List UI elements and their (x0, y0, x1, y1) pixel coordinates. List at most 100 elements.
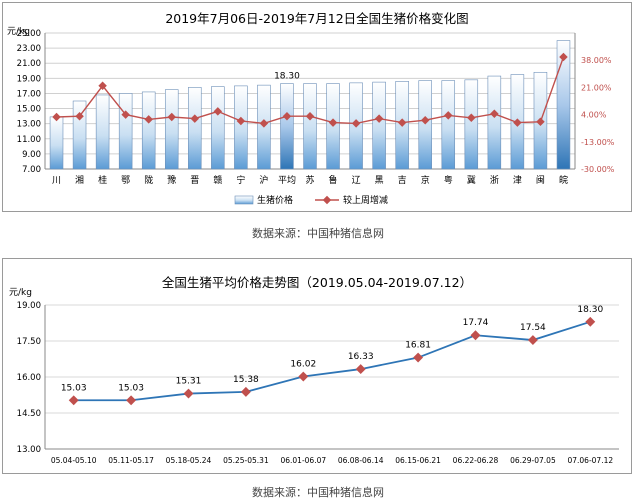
price-bar (188, 87, 202, 170)
price-bar (441, 80, 456, 170)
data-label: 15.31 (176, 377, 202, 387)
x-tick-label: 吉 (398, 175, 407, 186)
data-label: 18.30 (577, 305, 603, 315)
x-tick-label: 05.25-05.31 (223, 456, 269, 465)
avg-price-marker (585, 316, 596, 327)
x-tick-label: 皖 (559, 174, 568, 186)
avg-price-marker (240, 386, 251, 397)
avg-price-marker (126, 395, 137, 406)
y-left-tick-label: 19.00 (17, 74, 41, 84)
data-label: 17.74 (463, 318, 489, 328)
weekly-change-marker (351, 119, 361, 128)
data-label: 16.02 (290, 360, 316, 370)
weekly-change-marker (259, 119, 269, 128)
price-bar (487, 75, 502, 170)
weekly-change-marker (213, 107, 223, 116)
x-tick-label: 06.22-06.28 (453, 456, 499, 465)
price-bar (118, 93, 133, 170)
y-right-tick-label: 38.00% (581, 56, 612, 65)
data-label: 15.03 (61, 383, 87, 393)
x-tick-label: 赣 (213, 174, 222, 186)
x-tick-label: 辽 (352, 175, 361, 186)
legend-line-label: 较上周增减 (343, 194, 388, 206)
x-tick-label: 湘 (75, 174, 84, 186)
price-bar (141, 91, 156, 170)
avg-price-line (73, 320, 591, 402)
y-left-tick-label: 15.00 (17, 105, 41, 115)
weekly-change-marker (467, 113, 476, 123)
data-source-note-bottom: 数据来源：中国种猪信息网 (252, 486, 384, 499)
x-tick-label: 京 (421, 174, 430, 186)
weekly-change-marker (305, 111, 315, 121)
x-tick-label: 川 (52, 176, 61, 186)
x-tick-label: 06.29-07.05 (510, 456, 556, 465)
price-bar (464, 79, 479, 170)
x-tick-label: 06.08-06.14 (338, 456, 384, 465)
x-tick-label: 05.18-05.24 (166, 456, 212, 465)
avg-price-marker (413, 352, 424, 363)
x-tick-label: 晋 (190, 175, 199, 186)
y-tick-label: 19.00 (17, 301, 41, 311)
weekly-change-marker (167, 112, 176, 122)
y-tick-label: 13.00 (17, 445, 41, 455)
weekly-change-marker (190, 114, 200, 123)
price-change-chart: 2019年7月06日-2019年7月12日全国生猪价格变化图 元/kg 7.00 9.… (2, 2, 632, 212)
price-bar (372, 81, 386, 170)
weekly-change-marker (75, 111, 84, 121)
weekly-change-marker (328, 118, 338, 127)
y-tick-label: 17.50 (17, 337, 41, 347)
data-label: 17.54 (520, 323, 546, 333)
legend-bar-label: 生猪价格 (257, 194, 293, 206)
avg-price-trend-chart-svg: 全国生猪平均价格走势图（2019.05.04-2019.07.12） 元/kg 13… (9, 275, 619, 465)
avg-price-marker (355, 364, 366, 375)
avg-price-trend-chart: 全国生猪平均价格走势图（2019.05.04-2019.07.12） 元/kg 13… (2, 258, 632, 474)
y-right-tick-label: 4.00% (581, 111, 607, 120)
weekly-change-marker (444, 111, 453, 120)
x-tick-label: 粤 (444, 174, 453, 186)
avg-price-marker (470, 330, 481, 341)
weekly-change-marker (397, 118, 407, 127)
x-tick-label: 07.06-07.12 (567, 456, 613, 465)
price-bar (164, 89, 179, 170)
x-tick-label: 浙 (490, 174, 499, 186)
y-left-tick-label: 17.00 (17, 89, 41, 99)
data-label: 15.03 (118, 383, 144, 393)
y-left-tick-label: 7.00 (22, 165, 41, 175)
price-bar (95, 94, 110, 170)
chart-title: 2019年7月06日-2019年7月12日全国生猪价格变化图 (165, 11, 468, 26)
x-tick-label: 冀 (467, 174, 476, 186)
avg-price-marker (183, 388, 194, 399)
x-tick-label: 鄂 (121, 175, 130, 186)
y-left-tick-label: 13.00 (17, 120, 41, 130)
y-left-tick-label: 23.00 (17, 44, 41, 54)
y-left-tick-label: 25.00 (17, 29, 41, 39)
y-tick-label: 14.50 (17, 409, 41, 419)
weekly-change-marker (490, 109, 499, 119)
data-label: 16.33 (348, 352, 374, 362)
weekly-change-marker (236, 116, 246, 126)
weekly-change-marker (374, 114, 384, 123)
weekly-change-marker (98, 81, 107, 91)
x-tick-label: 05.04-05.10 (51, 456, 97, 465)
data-label: 15.38 (233, 375, 259, 385)
x-tick-label: 苏 (305, 174, 314, 186)
x-tick-label: 05.11-05.17 (108, 456, 154, 465)
x-tick-label: 沪 (259, 174, 268, 186)
x-tick-label: 鲁 (329, 174, 338, 186)
avg-price-marker (298, 371, 309, 382)
legend-bar-swatch (234, 195, 254, 205)
weekly-change-marker (144, 115, 153, 124)
price-bar (418, 80, 432, 170)
x-tick-label: 06.01-06.07 (280, 456, 326, 465)
price-bar (234, 85, 248, 170)
y-left-tick-label: 21.00 (17, 59, 41, 69)
avg-price-marker (527, 335, 538, 345)
price-bar (49, 116, 64, 170)
x-tick-label: 平均 (278, 174, 296, 186)
price-bar (303, 83, 317, 170)
y-axis-label: 元/kg (9, 288, 32, 298)
legend-line-marker (322, 195, 332, 205)
y-right-tick-label: -30.00% (581, 165, 615, 174)
x-tick-label: 津 (513, 175, 522, 186)
